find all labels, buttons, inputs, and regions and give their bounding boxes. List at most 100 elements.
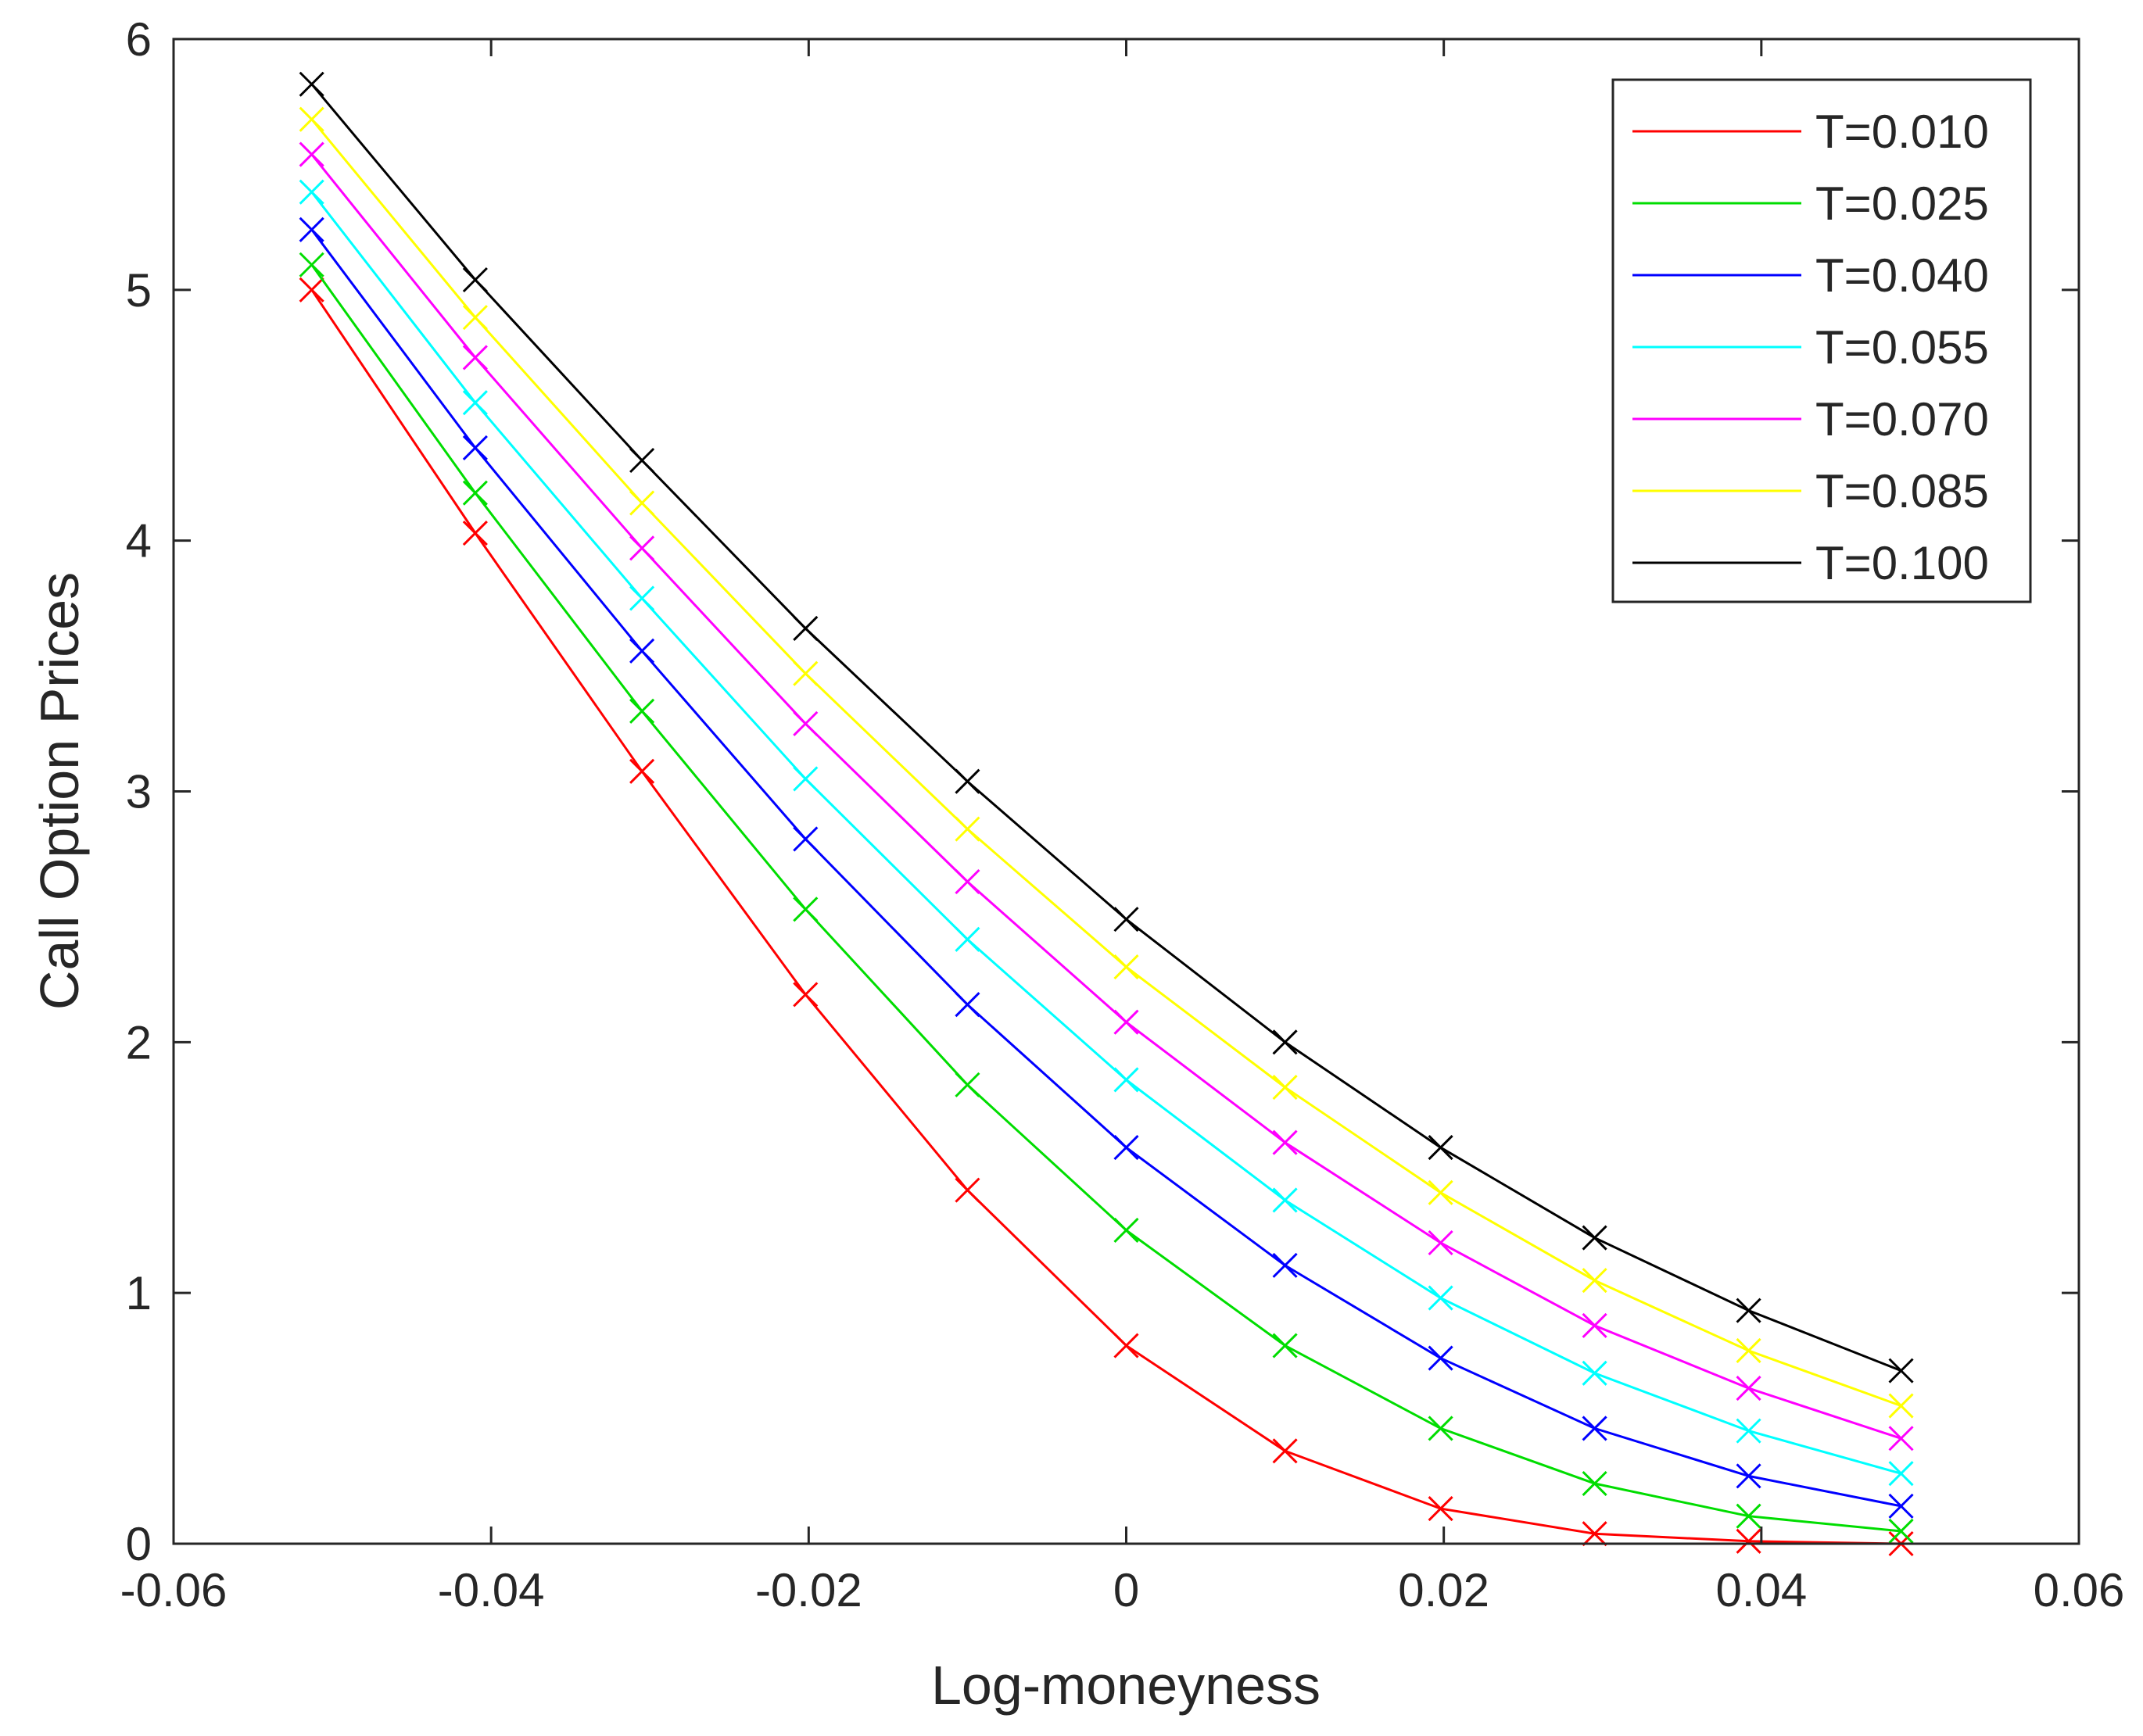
data-point-marker <box>462 305 488 331</box>
data-point-marker <box>955 1177 980 1203</box>
data-point-marker <box>1582 1268 1607 1294</box>
data-point-marker <box>1888 1358 1914 1383</box>
x-tick-label: -0.04 <box>438 1564 545 1616</box>
series-layer <box>299 71 1914 1557</box>
data-point-marker <box>1582 1312 1607 1338</box>
data-point-marker <box>629 698 655 724</box>
data-point-marker <box>955 1072 980 1097</box>
x-tick-label: -0.06 <box>120 1564 228 1616</box>
series-T=0.010 <box>299 277 1914 1557</box>
data-point-marker <box>629 585 655 611</box>
data-point-marker <box>1736 1503 1761 1529</box>
data-point-marker <box>1428 1416 1453 1441</box>
data-point-marker <box>1736 1337 1761 1364</box>
data-point-marker <box>1113 1067 1139 1093</box>
legend-label: T=0.100 <box>1815 537 1989 589</box>
data-point-marker <box>1736 1298 1761 1323</box>
data-point-marker <box>1582 1470 1607 1497</box>
series-T=0.085 <box>299 106 1914 1419</box>
data-point-marker <box>1736 1418 1761 1444</box>
data-point-marker <box>1888 1461 1914 1487</box>
data-point-marker <box>793 615 819 642</box>
data-point-marker <box>793 660 819 686</box>
series-T=0.070 <box>299 141 1914 1451</box>
data-point-marker <box>462 267 488 293</box>
data-point-marker <box>462 390 488 416</box>
data-point-marker <box>1113 1217 1139 1244</box>
data-point-marker <box>299 217 324 242</box>
data-point-marker <box>462 435 488 461</box>
data-point-marker <box>793 826 819 852</box>
series-T=0.040 <box>299 217 1914 1519</box>
legend-label: T=0.085 <box>1815 465 1989 517</box>
data-point-marker <box>1582 1521 1607 1547</box>
x-tick-label: 0.06 <box>2034 1564 2125 1616</box>
x-tick-label: 0.02 <box>1398 1564 1489 1616</box>
data-point-marker <box>462 520 488 546</box>
data-point-marker <box>955 816 980 842</box>
data-point-marker <box>462 345 488 370</box>
data-point-marker <box>955 926 980 952</box>
data-point-marker <box>1582 1360 1607 1386</box>
y-axis-label: Call Option Prices <box>29 572 90 1010</box>
data-point-marker <box>1272 1075 1298 1101</box>
data-point-marker <box>955 868 980 895</box>
data-point-marker <box>1428 1179 1453 1205</box>
data-point-marker <box>1582 1225 1607 1251</box>
data-point-marker <box>1888 1518 1914 1545</box>
y-tick-label: 3 <box>126 766 152 818</box>
legend-label: T=0.040 <box>1815 249 1989 302</box>
data-point-marker <box>1428 1345 1453 1371</box>
x-axis-label: Log-moneyness <box>931 1655 1321 1716</box>
data-point-marker <box>1888 1426 1914 1451</box>
y-tick-label: 2 <box>126 1016 152 1068</box>
data-point-marker <box>1428 1285 1453 1311</box>
data-point-marker <box>793 897 819 922</box>
data-point-marker <box>299 179 324 205</box>
data-point-marker <box>1272 1129 1298 1155</box>
data-point-marker <box>1582 1416 1607 1441</box>
data-point-marker <box>793 766 819 792</box>
data-point-marker <box>1428 1230 1453 1256</box>
data-point-marker <box>793 711 819 736</box>
legend-box <box>1611 78 2032 603</box>
data-point-marker <box>1736 1528 1761 1554</box>
data-point-marker <box>629 490 655 516</box>
legend-label: T=0.070 <box>1815 393 1989 446</box>
data-point-marker <box>299 106 324 132</box>
data-point-marker <box>1736 1376 1761 1401</box>
legend-label: T=0.025 <box>1815 177 1989 230</box>
data-point-marker <box>1113 1333 1139 1358</box>
data-point-marker <box>1272 1333 1298 1358</box>
data-point-marker <box>629 447 655 474</box>
data-point-marker <box>1272 1252 1298 1278</box>
data-point-marker <box>1272 1438 1298 1464</box>
legend-label: T=0.010 <box>1815 106 1989 158</box>
data-point-marker <box>299 141 324 167</box>
ticks-layer: -0.06 -0.04 -0.02 0 0.02 0.04 0.06 0 1 2 3 4 5 6 <box>120 13 2125 1616</box>
legend-items: T=0.010 T=0.025 T=0.040 T=0.055 T=0.070 T=0.0… <box>1632 106 1989 589</box>
data-point-marker <box>1888 1493 1914 1519</box>
data-point-marker <box>793 982 819 1008</box>
data-point-marker <box>955 992 980 1018</box>
data-point-marker <box>1272 1187 1298 1213</box>
legend-label: T=0.055 <box>1815 321 1989 374</box>
data-point-marker <box>955 768 980 794</box>
series-T=0.055 <box>299 179 1914 1487</box>
data-point-marker <box>1113 1009 1139 1035</box>
data-point-marker <box>629 758 655 784</box>
y-tick-label: 1 <box>126 1267 152 1319</box>
data-point-marker <box>1736 1463 1761 1489</box>
x-tick-label: -0.02 <box>755 1564 862 1616</box>
series-T=0.100 <box>299 71 1914 1383</box>
data-point-marker <box>1888 1393 1914 1419</box>
series-T=0.025 <box>299 252 1914 1545</box>
data-point-marker <box>1272 1029 1298 1055</box>
data-point-marker <box>1113 1135 1139 1161</box>
x-tick-label: 0.04 <box>1715 1564 1807 1616</box>
y-tick-label: 4 <box>126 515 152 567</box>
y-tick-label: 5 <box>126 264 152 317</box>
data-point-marker <box>629 638 655 664</box>
data-point-marker <box>1428 1496 1453 1522</box>
